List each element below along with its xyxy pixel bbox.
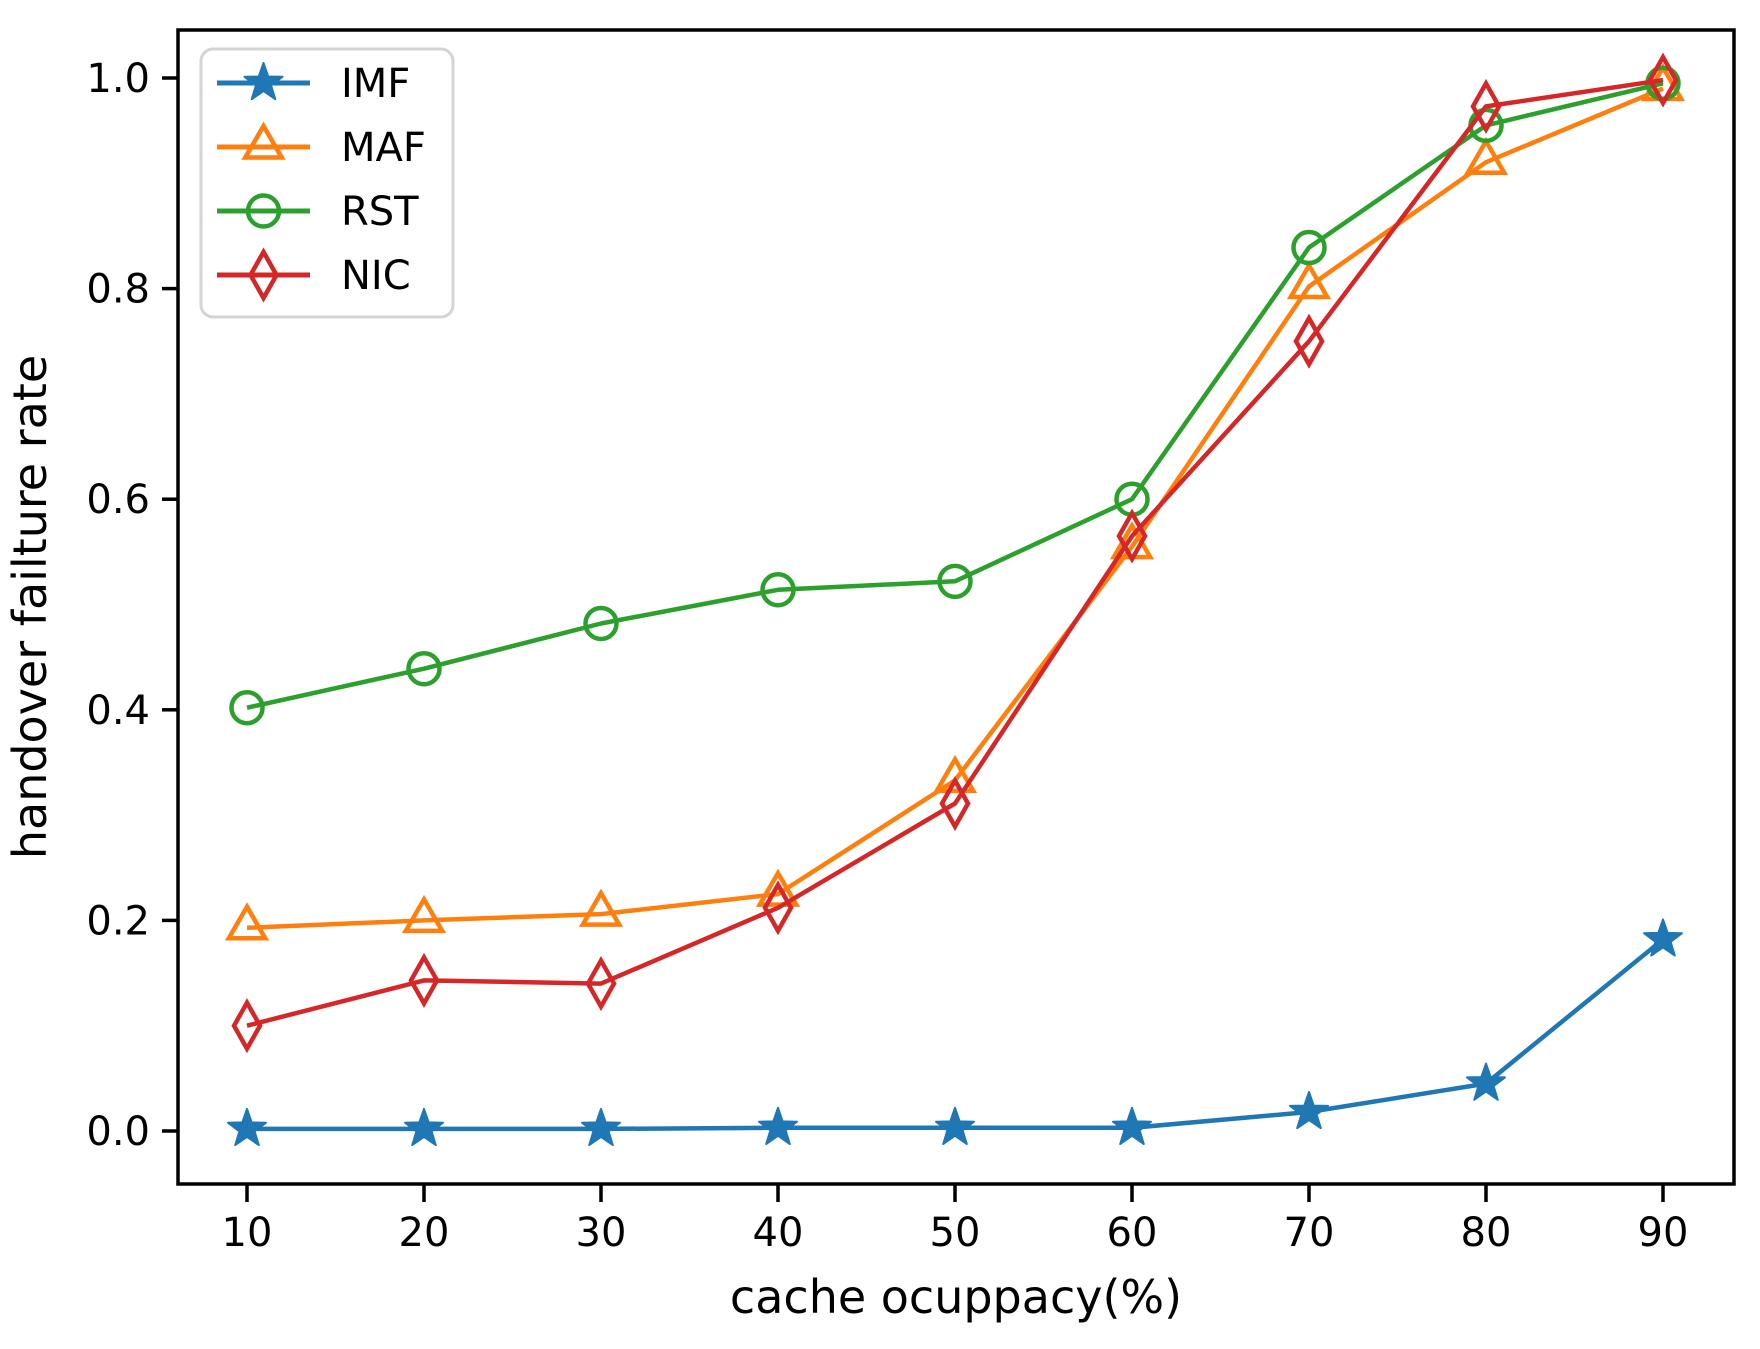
x-axis-label: cache ocuppacy(%) bbox=[730, 1270, 1182, 1324]
y-tick-label: 0.0 bbox=[86, 1109, 150, 1155]
series-RST-line bbox=[246, 81, 1664, 710]
legend: IMF MAF RST NIC bbox=[199, 47, 455, 319]
legend-item-RST: RST bbox=[217, 189, 419, 235]
series-IMF-marker bbox=[581, 1107, 621, 1147]
y-tick-label: 0.6 bbox=[86, 477, 150, 523]
legend-item-MAF: MAF bbox=[217, 121, 426, 171]
x-tick-label: 90 bbox=[1638, 1210, 1689, 1256]
series-NIC-marker bbox=[1116, 508, 1148, 564]
series-IMF-marker bbox=[1289, 1091, 1329, 1130]
series-IMF-marker bbox=[227, 1107, 267, 1147]
series-NIC-marker bbox=[762, 880, 794, 936]
plot-area: 10 20 30 40 50 60 70 80 90 0.0 0.2 0.4 0.6 0.8 1.0 IMF M… bbox=[86, 28, 1736, 1256]
series-NIC bbox=[231, 52, 1679, 1054]
series-NIC-marker bbox=[231, 998, 263, 1054]
legend-item-NIC: NIC bbox=[217, 247, 411, 303]
x-tick-label: 80 bbox=[1461, 1210, 1512, 1256]
series-IMF-marker bbox=[935, 1106, 975, 1145]
y-tick-label: 1.0 bbox=[86, 56, 150, 102]
series-NIC-marker bbox=[1293, 313, 1325, 369]
x-tick-label: 10 bbox=[222, 1210, 273, 1256]
series-RST-marker bbox=[406, 650, 442, 687]
x-tick-label: 40 bbox=[753, 1210, 804, 1256]
series-RST-marker-legend bbox=[245, 193, 282, 229]
series-IMF-marker bbox=[1643, 918, 1683, 957]
series-MAF-marker bbox=[1286, 260, 1332, 300]
series-NIC-marker bbox=[1470, 78, 1502, 135]
series-MAF-marker bbox=[1463, 136, 1509, 175]
series-IMF-marker bbox=[404, 1107, 444, 1147]
y-tick-label: 0.8 bbox=[86, 267, 150, 313]
series-MAF-marker bbox=[932, 754, 978, 794]
legend-label-MAF: MAF bbox=[341, 125, 426, 171]
series-NIC-marker bbox=[1647, 52, 1679, 108]
series-IMF bbox=[227, 918, 1683, 1147]
series-RST-marker bbox=[1291, 229, 1327, 266]
legend-label-IMF: IMF bbox=[341, 61, 410, 107]
y-tick-label: 0.2 bbox=[86, 898, 150, 944]
series-RST-marker bbox=[937, 563, 973, 600]
x-tick-label: 30 bbox=[576, 1210, 627, 1256]
series-IMF-marker bbox=[1466, 1062, 1506, 1101]
x-tick-label: 70 bbox=[1284, 1210, 1335, 1256]
series-MAF-marker bbox=[401, 894, 447, 934]
series-RST-marker bbox=[229, 689, 265, 726]
y-tick-label: 0.4 bbox=[86, 688, 150, 734]
series-MAF-marker bbox=[755, 868, 801, 907]
series-IMF-line bbox=[247, 937, 1665, 1132]
series-MAF-marker-legend bbox=[241, 121, 286, 160]
legend-label-NIC: NIC bbox=[341, 253, 411, 299]
series-MAF-marker bbox=[224, 902, 270, 941]
series-MAF-marker bbox=[578, 888, 624, 927]
series-RST-marker bbox=[760, 572, 796, 608]
series-NIC-marker bbox=[585, 956, 617, 1012]
series-NIC-marker bbox=[408, 952, 440, 1008]
series-NIC-line bbox=[246, 77, 1664, 1028]
x-tick-label: 60 bbox=[1107, 1210, 1158, 1256]
legend-item-IMF: IMF bbox=[217, 61, 410, 107]
series-NIC-marker-legend bbox=[247, 247, 280, 303]
x-tick-label: 20 bbox=[399, 1210, 450, 1256]
series-NIC-marker bbox=[939, 775, 971, 832]
series-IMF-marker bbox=[1112, 1106, 1152, 1145]
series-IMF-marker bbox=[758, 1106, 798, 1145]
y-axis-label: handover failture rate bbox=[3, 355, 57, 859]
series-IMF-marker-legend bbox=[243, 62, 284, 101]
legend-label-RST: RST bbox=[341, 189, 419, 235]
series-RST-marker bbox=[583, 605, 619, 642]
x-tick-label: 50 bbox=[930, 1210, 981, 1256]
